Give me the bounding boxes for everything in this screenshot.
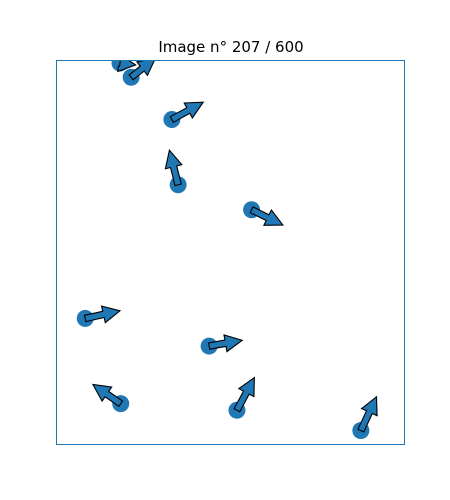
direction-arrow xyxy=(91,383,124,408)
plot-area xyxy=(76,60,378,440)
direction-arrow xyxy=(83,305,122,324)
chart-title: Image n° 207 / 600 xyxy=(158,38,303,56)
data-point-9 xyxy=(122,60,156,86)
direction-arrow xyxy=(357,395,378,433)
data-point-7 xyxy=(164,148,187,194)
data-point-6 xyxy=(243,201,285,226)
data-point-2 xyxy=(76,305,122,327)
data-point-1 xyxy=(91,383,130,413)
data-point-3 xyxy=(200,334,244,355)
direction-arrow xyxy=(169,101,205,124)
direction-arrow xyxy=(249,206,285,226)
direction-arrow xyxy=(128,60,156,81)
data-point-8 xyxy=(163,101,205,129)
direction-arrow xyxy=(117,60,137,73)
data-point-5 xyxy=(352,395,378,440)
direction-arrow xyxy=(164,148,183,187)
direction-arrow xyxy=(207,334,244,353)
direction-arrow xyxy=(233,376,255,413)
data-point-4 xyxy=(228,376,255,419)
data-point-10 xyxy=(111,60,137,73)
plot-frame xyxy=(56,60,405,445)
